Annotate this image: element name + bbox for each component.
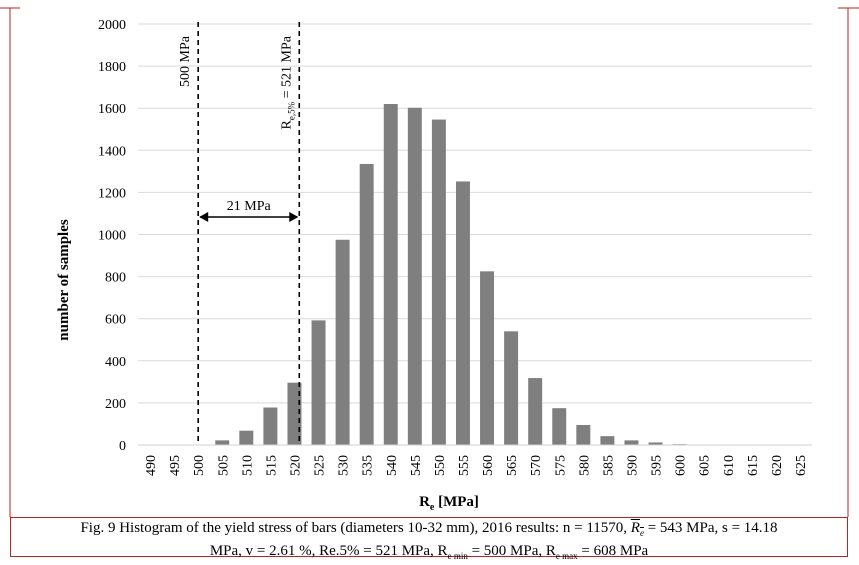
bar (239, 430, 254, 445)
bar (455, 181, 470, 446)
arrow-head-right (289, 212, 299, 222)
y-tick-labels: 0 200 400 600 800 1000 1200 1400 1600 1800 2000 (98, 18, 126, 454)
x-tick-label: 555 (457, 455, 472, 476)
x-tick-label: 565 (505, 455, 520, 476)
x-tick-label: 575 (553, 455, 568, 476)
x-tick-label: 525 (313, 455, 328, 476)
x-tick-label: 590 (625, 455, 640, 476)
x-tick-label: 535 (361, 455, 376, 476)
x-tick-label: 570 (529, 455, 544, 476)
x-tick-label: 560 (481, 455, 496, 476)
y-tick-label: 600 (105, 313, 126, 328)
x-tick-label: 605 (698, 455, 713, 476)
y-tick-label: 0 (119, 439, 126, 454)
bar (576, 425, 591, 445)
x-tick-label: 550 (433, 455, 448, 476)
x-tick-label: 530 (337, 455, 352, 476)
mean-symbol: Re (630, 520, 644, 538)
bar (383, 103, 398, 446)
x-tick-label: 515 (264, 455, 279, 476)
caption-line1-a: Fig. 9 Histogram of the yield stress of … (80, 520, 631, 536)
line2-label: Re,5% = 521 MPa (279, 35, 296, 129)
x-tick-label: 500 (192, 455, 207, 476)
bar (552, 408, 567, 445)
x-tick-label: 600 (674, 455, 689, 476)
bar (431, 119, 446, 445)
caption-line2-a: MPa, v = 2.61 %, Re.5% = 521 MPa, R (209, 543, 448, 559)
x-tick-label: 615 (746, 455, 761, 476)
x-tick-label: 510 (240, 455, 255, 476)
x-tick-label: 520 (288, 455, 303, 476)
x-tick-label: 620 (770, 455, 785, 476)
x-tick-label: 505 (216, 455, 231, 476)
bar (504, 331, 519, 445)
y-tick-label: 1400 (98, 144, 126, 159)
y-tick-label: 1000 (98, 229, 126, 244)
y-tick-label: 400 (105, 355, 126, 370)
figure-caption: Fig. 9 Histogram of the yield stress of … (10, 517, 848, 561)
grid-lines (138, 23, 812, 404)
y-tick-label: 800 (105, 271, 126, 286)
bar (215, 440, 230, 445)
x-tick-label: 495 (168, 455, 183, 476)
y-axis-label: number of samples (56, 219, 72, 341)
bar (335, 239, 350, 445)
x-tick-label: 540 (385, 455, 400, 476)
bar (263, 407, 278, 445)
bar (287, 382, 302, 445)
caption-line1-b: = 543 MPa, s = 14.18 (643, 520, 778, 536)
y-tick-label: 1600 (98, 102, 126, 117)
x-tick-label: 585 (601, 455, 616, 476)
x-tick-labels: 490 495 500 505 510 515 520 525 530 535 540 545 550 5… (144, 455, 809, 476)
bar (624, 440, 639, 445)
x-axis-label: Re [MPa] (419, 494, 479, 513)
x-tick-label: 580 (577, 455, 592, 476)
bar (311, 320, 326, 445)
annotations: 500 MPa Re,5% = 521 MPa 21 MPa (178, 22, 301, 445)
arrow-head-left (199, 212, 209, 222)
x-tick-label: 545 (409, 455, 424, 476)
bar (528, 378, 543, 445)
x-tick-label: 490 (144, 455, 159, 476)
x-tick-label: 625 (794, 455, 809, 476)
y-tick-label: 2000 (98, 18, 126, 33)
line1-label: 500 MPa (178, 35, 193, 87)
bar (600, 436, 615, 445)
y-tick-label: 1800 (98, 60, 126, 75)
x-tick-label: 595 (650, 455, 665, 476)
x-tick-label: 610 (722, 455, 737, 476)
y-tick-label: 200 (105, 397, 126, 412)
bar (407, 107, 422, 446)
range-label: 21 MPa (227, 199, 272, 214)
bar (480, 271, 495, 445)
bar (359, 163, 374, 446)
bar (648, 442, 663, 445)
bars-group (215, 103, 687, 446)
y-tick-label: 1200 (98, 186, 126, 201)
